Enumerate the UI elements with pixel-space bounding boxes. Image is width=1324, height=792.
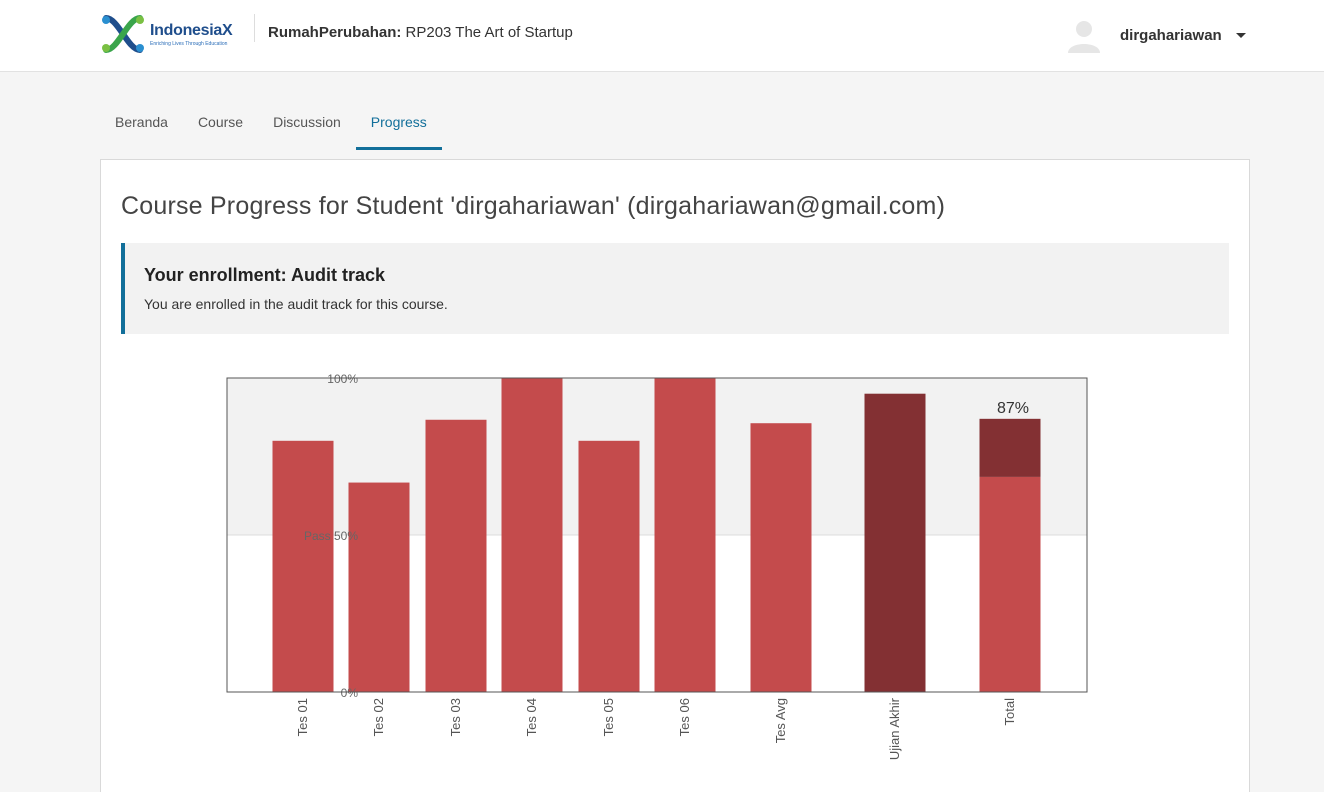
bar-ujian-akhir [864, 393, 926, 692]
bar-tes-02 [348, 482, 410, 692]
user-menu[interactable]: dirgahariawan [1066, 16, 1246, 54]
site-header: IndonesiaX Enriching Lives Through Educa… [0, 0, 1324, 72]
bar-total-exam [979, 418, 1041, 477]
course-org: RumahPerubahan: [268, 24, 402, 41]
avatar-icon[interactable] [1066, 17, 1102, 53]
bar-tes-01 [272, 440, 334, 692]
username[interactable]: dirgahariawan [1120, 26, 1222, 44]
course-title: RumahPerubahan: RP203 The Art of Startup [268, 24, 573, 41]
tab-course[interactable]: Course [197, 114, 244, 130]
bar-total-tests [979, 476, 1041, 692]
x-tick-label: Tes Avg [773, 698, 788, 743]
x-tick-label: Ujian Akhir [887, 697, 902, 760]
x-tick-label: Tes 02 [371, 698, 386, 736]
x-tick-label: Tes 05 [601, 698, 616, 736]
bar-tes-04 [501, 378, 563, 692]
bar-tes-03 [425, 419, 487, 692]
logo-mark-icon [100, 12, 146, 56]
bar-tes-06 [654, 378, 716, 692]
bar-tes-05 [578, 440, 640, 692]
header-divider [254, 14, 255, 42]
logo-name: IndonesiaX [150, 21, 233, 39]
logo-tagline: Enriching Lives Through Education [150, 40, 228, 47]
enrollment-notice: Your enrollment: Audit track You are enr… [121, 243, 1229, 334]
x-tick-label: Tes 03 [448, 698, 463, 736]
course-tabs: Beranda Course Discussion Progress [100, 104, 442, 150]
x-tick-label: Tes 04 [524, 698, 539, 736]
x-tick-label: Total [1002, 698, 1017, 726]
y-tick-label: Pass 50% [304, 529, 358, 543]
bar-tes-avg [750, 423, 812, 692]
course-name: RP203 The Art of Startup [405, 24, 573, 41]
notice-text: You are enrolled in the audit track for … [144, 296, 448, 312]
tab-beranda[interactable]: Beranda [115, 114, 168, 130]
chart-frame [226, 377, 1088, 693]
x-tick-label: Tes 06 [677, 698, 692, 736]
tab-discussion[interactable]: Discussion [273, 114, 341, 130]
page-title: Course Progress for Student 'dirgahariaw… [121, 192, 946, 220]
y-tick-label: 100% [327, 372, 358, 386]
total-value-label: 87% [997, 400, 1029, 417]
x-tick-label: Tes 01 [295, 698, 310, 736]
chevron-down-icon[interactable] [1235, 32, 1246, 38]
indonesiax-logo[interactable]: IndonesiaX Enriching Lives Through Educa… [100, 12, 240, 56]
notice-title: Your enrollment: Audit track [144, 265, 386, 285]
tab-progress[interactable]: Progress [355, 104, 442, 150]
y-tick-label: 0% [341, 686, 359, 700]
